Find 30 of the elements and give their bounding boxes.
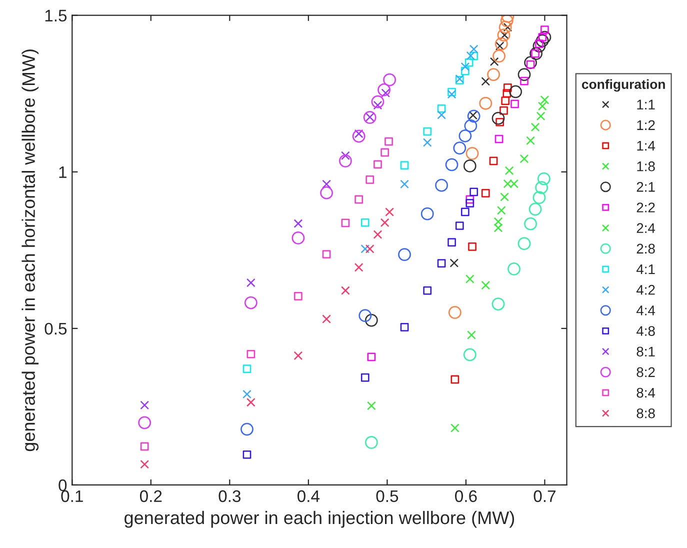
y-tick-label: 0.5	[44, 322, 67, 335]
legend-label: 8:1	[636, 346, 655, 357]
legend-label: 2:4	[636, 223, 656, 233]
x-tick-label: 0.2	[140, 490, 162, 502]
legend-label: 8:8	[636, 408, 655, 418]
y-axis-title: generated power in each horizontal wellbore (MW)	[22, 50, 39, 452]
legend-label: 8:2	[636, 367, 655, 378]
legend-label: 1:4	[637, 140, 656, 151]
legend-label: 4:2	[636, 284, 655, 295]
legend-label: 1:2	[637, 120, 655, 130]
legend-title: configuration	[582, 79, 665, 92]
y-tick-label: 1.5	[45, 10, 67, 22]
x-tick-label: 0.1	[61, 490, 83, 502]
legend-label: 8:4	[636, 388, 656, 398]
x-tick-label: 0.3	[218, 490, 241, 502]
legend-label: 1:1	[637, 100, 655, 110]
x-axis-title: generated power in each injection wellbore (MW)	[124, 510, 514, 528]
y-tick-label: 1	[59, 166, 66, 178]
legend-label: 4:4	[636, 306, 656, 316]
x-tick-label: 0.7	[534, 490, 556, 502]
legend-label: 2:8	[636, 244, 655, 254]
x-tick-label: 0.6	[455, 490, 477, 502]
legend-label: 2:2	[636, 202, 655, 212]
legend-label: 1:8	[637, 161, 655, 172]
legend-label: 4:8	[636, 326, 655, 336]
legend-label: 4:1	[636, 264, 655, 274]
x-tick-label: 0.5	[376, 490, 398, 502]
x-tick-label: 0.4	[297, 490, 320, 502]
y-tick-label: 0	[58, 479, 67, 492]
legend-label: 2:1	[636, 182, 655, 192]
